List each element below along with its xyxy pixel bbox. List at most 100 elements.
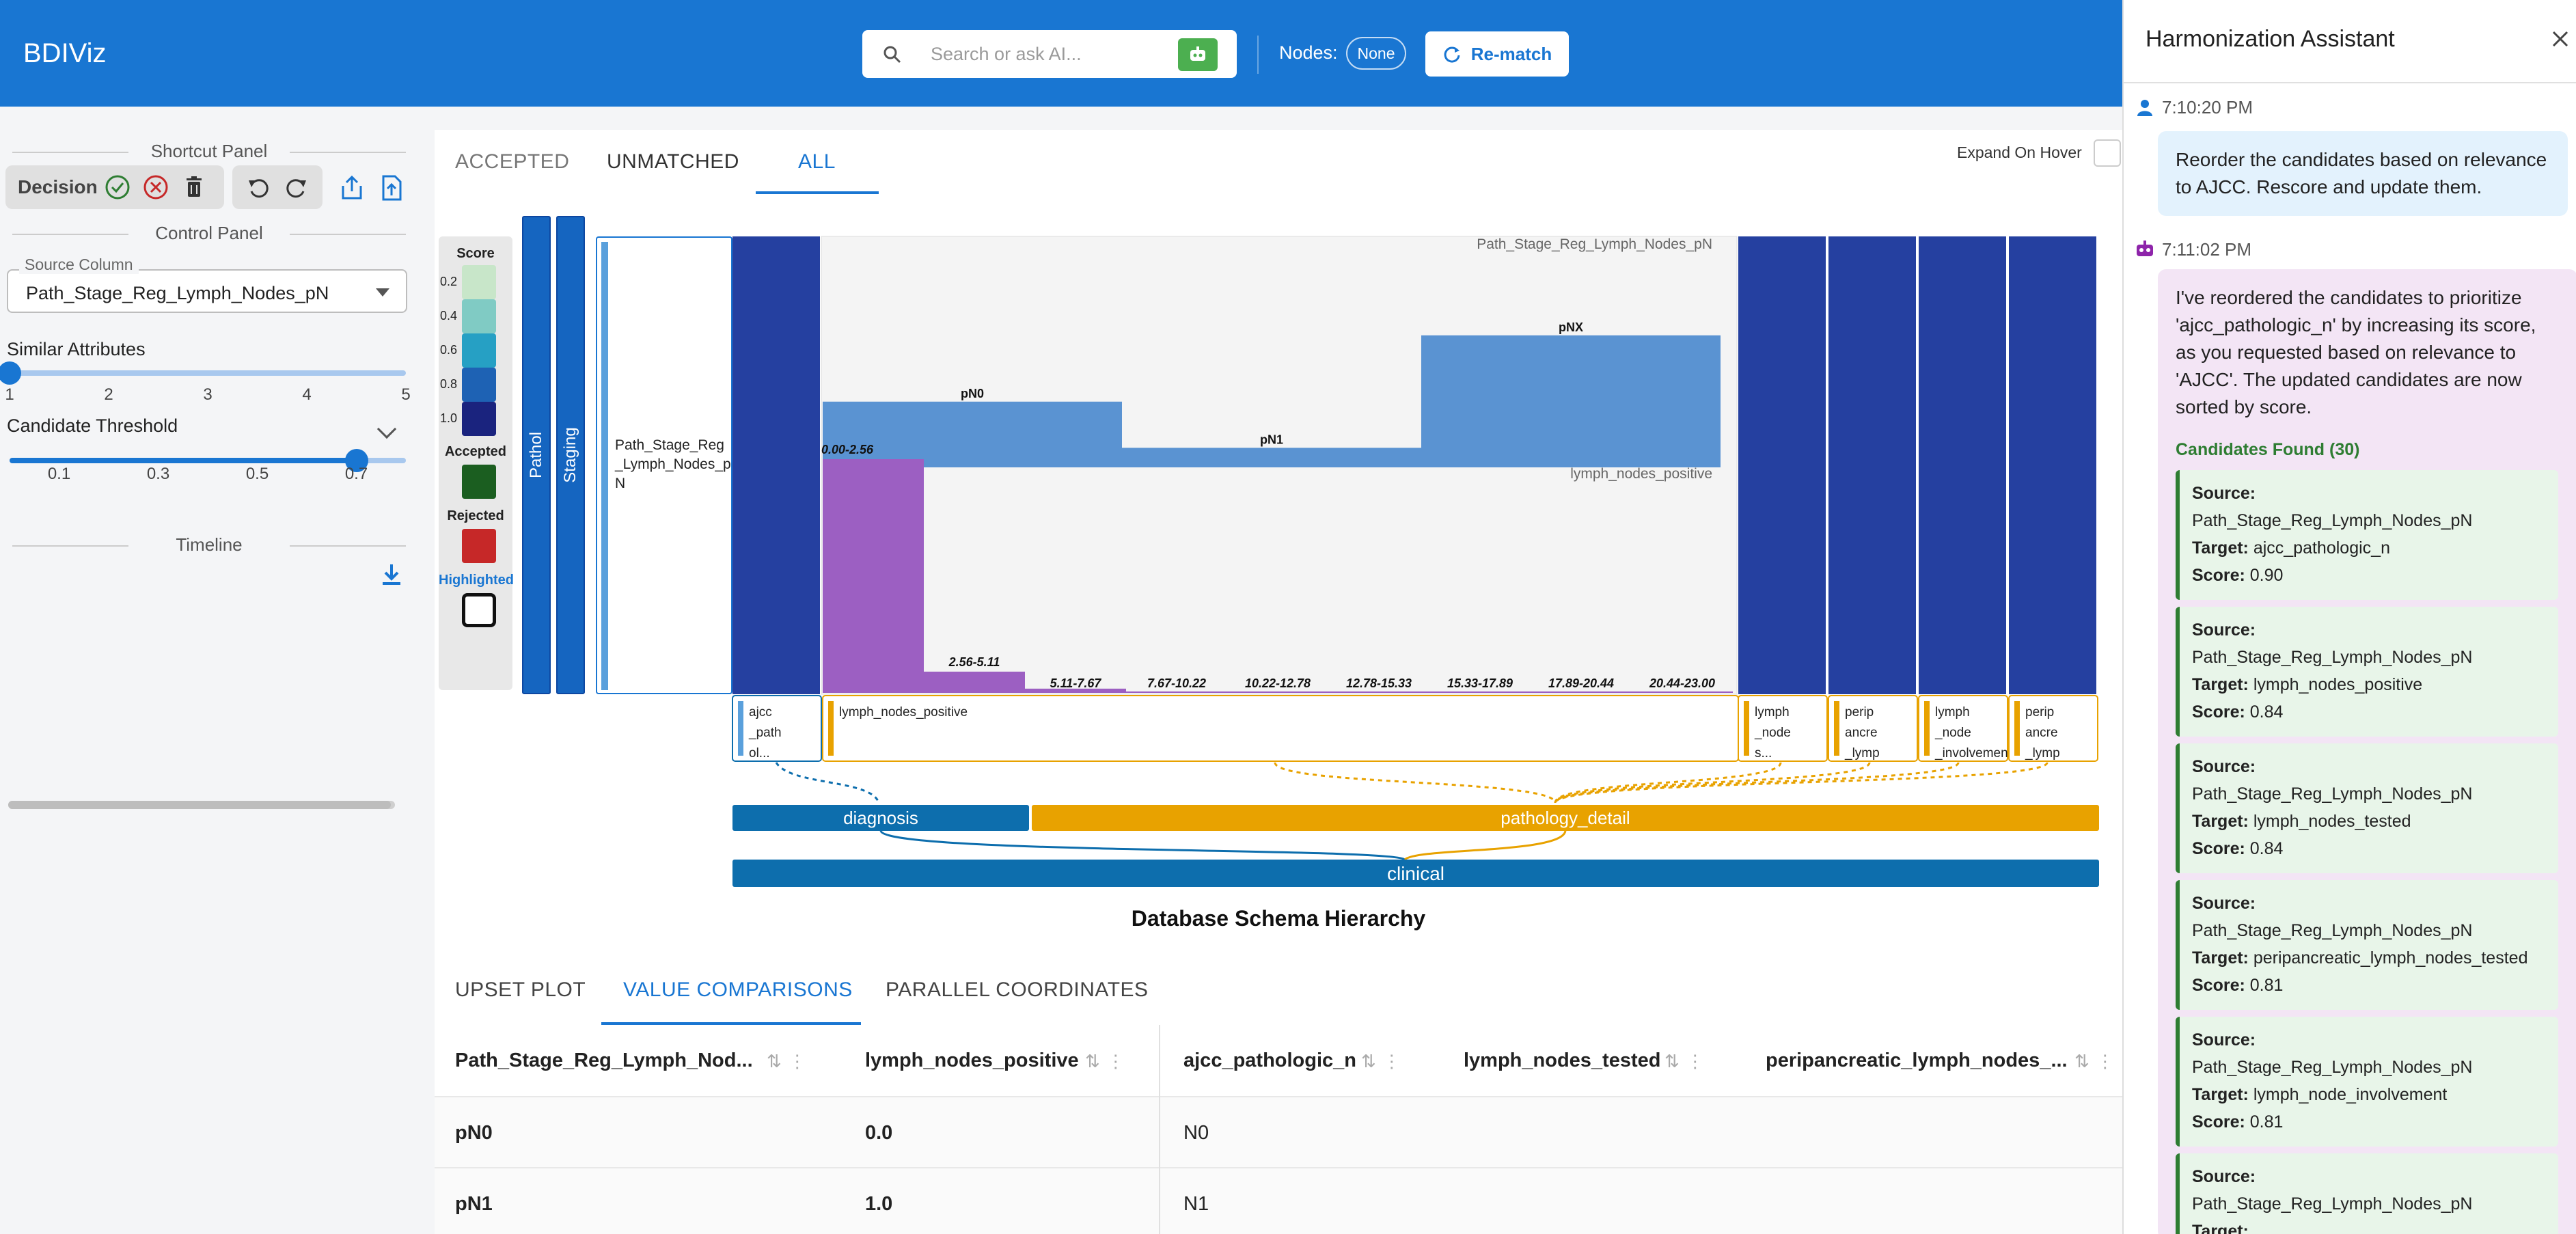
table-cell: pN0 (455, 1121, 493, 1144)
slider-thumb[interactable] (344, 449, 368, 472)
chevron-down-icon[interactable] (376, 419, 397, 439)
candidate-card[interactable]: Source: Path_Stage_Reg_Lymph_Nodes_pN Targ… (2176, 1153, 2558, 1234)
download-icon[interactable] (377, 560, 406, 589)
target-column-box (2008, 695, 2098, 762)
slider-track (10, 458, 357, 463)
target-column-label: ancre (2025, 726, 2058, 740)
slider-thumb[interactable] (0, 361, 21, 385)
delete-icon[interactable] (180, 174, 208, 201)
histogram-bin-label: 20.44-23.00 (1649, 676, 1715, 690)
history-toolbar (232, 165, 323, 209)
source-column-label: Source Column (19, 256, 139, 274)
source-column-select[interactable]: Path_Stage_Reg_Lymph_Nodes_pN (7, 269, 407, 313)
table-row[interactable]: pN1 1.0 N1 (435, 1167, 2122, 1234)
connector-line (775, 762, 880, 804)
candidate-line: Score: 0.84 (2192, 702, 2284, 722)
ai-message-time: 7:11:02 PM (2162, 239, 2252, 260)
column-header[interactable]: ajcc_pathologic_n (1183, 1049, 1357, 1071)
expand-on-hover-toggle[interactable] (2094, 139, 2121, 167)
score-swatch-label: 0.4 (440, 309, 458, 323)
source-value-bar (1122, 448, 1421, 467)
table-row[interactable]: pN0 0.0 N0 (435, 1096, 2122, 1167)
candidate-threshold-slider[interactable] (10, 449, 406, 472)
candidate-line: Score: 0.81 (2192, 1112, 2284, 1132)
ai-assistant-button[interactable] (1178, 38, 1218, 71)
sort-menu-icon[interactable]: ⇅⋮ (1085, 1051, 1132, 1071)
sort-menu-icon[interactable]: ⇅⋮ (1664, 1051, 1711, 1071)
source-attribute-box[interactable]: Path_Stage_Reg_Lymph_Nodes_pN (596, 236, 732, 694)
histogram-bar (1429, 691, 1531, 693)
target-column-label: ajcc (749, 705, 772, 719)
connector-line (1554, 762, 1871, 804)
search-input[interactable] (931, 38, 1136, 70)
tab-parallel-coordinates[interactable]: PARALLEL COORDINATES (886, 978, 1149, 1001)
rematch-label: Re-match (1470, 43, 1552, 64)
target-column-label: _lymp (2025, 746, 2060, 760)
redo-icon[interactable] (283, 174, 310, 201)
connector-line (1554, 762, 1960, 804)
close-icon[interactable] (2549, 27, 2572, 51)
tab-unmatched[interactable]: UNMATCHED (607, 150, 739, 173)
column-header[interactable]: peripancreatic_lymph_nodes_... (1766, 1049, 2068, 1071)
slider-tick-label: 0.1 (47, 465, 71, 483)
candidate-line: Score: 0.81 (2192, 976, 2284, 995)
decision-label: Decision (18, 176, 98, 197)
tab-value-comparisons[interactable]: VALUE COMPARISONS (623, 978, 853, 1001)
viz-caption: Database Schema Hierarchy (1131, 906, 1426, 931)
histogram-bar (1025, 688, 1126, 693)
histogram-bar (1227, 691, 1328, 693)
assistant-title: Harmonization Assistant (2146, 26, 2395, 52)
tab-all[interactable]: ALL (798, 150, 836, 173)
candidate-line: Source: (2192, 484, 2256, 503)
similar-attributes-slider[interactable] (0, 361, 406, 385)
histogram-bin-label: 12.78-15.33 (1346, 676, 1412, 690)
legend-accepted-title: Accepted (444, 444, 507, 459)
histogram-bar (1328, 691, 1429, 693)
table-cell: 1.0 (865, 1192, 893, 1215)
rematch-button[interactable]: Re-match (1425, 31, 1569, 77)
source-value-label: pNX (1559, 320, 1583, 334)
search-box[interactable] (862, 30, 1237, 78)
slider-tick-label: 0.5 (245, 465, 269, 483)
sort-menu-icon[interactable]: ⇅⋮ (1361, 1051, 1408, 1071)
candidate-card[interactable]: Source: Path_Stage_Reg_Lymph_Nodes_pN Targ… (2176, 607, 2558, 737)
slider-tick-label: 1 (5, 385, 14, 404)
sort-menu-icon[interactable]: ⇅⋮ (2074, 1051, 2121, 1071)
horizontal-scrollbar[interactable] (8, 801, 395, 809)
score-swatch (462, 265, 496, 299)
root-connector (1404, 830, 1567, 861)
tab-accepted[interactable]: ACCEPTED (455, 150, 570, 173)
column-header[interactable]: Path_Stage_Reg_Lymph_Nod... (455, 1049, 753, 1071)
accepted-swatch (462, 465, 496, 499)
score-swatch (462, 299, 496, 333)
candidate-card[interactable]: Source: Path_Stage_Reg_Lymph_Nodes_pN Targ… (2176, 1017, 2558, 1147)
hierarchy-bar-pathol[interactable]: Pathol (522, 216, 551, 694)
nodes-chip[interactable]: None (1346, 37, 1406, 70)
candidate-line: Score: 0.84 (2192, 839, 2284, 858)
tab-upset-plot[interactable]: UPSET PLOT (455, 978, 586, 1001)
candidate-line: Path_Stage_Reg_Lymph_Nodes_pN (2192, 784, 2473, 804)
source-value-label: pN0 (961, 387, 984, 400)
sort-menu-icon[interactable]: ⇅⋮ (767, 1051, 813, 1071)
scrollbar-thumb[interactable] (8, 801, 391, 809)
candidate-card[interactable]: Source: Path_Stage_Reg_Lymph_Nodes_pN Targ… (2176, 880, 2558, 1010)
target-column-label: lymph_nodes_positive (839, 705, 968, 719)
candidate-card[interactable]: Source: Path_Stage_Reg_Lymph_Nodes_pN Targ… (2176, 743, 2558, 873)
hierarchy-bar-staging[interactable]: Staging (556, 216, 585, 694)
column-header[interactable]: lymph_nodes_positive (865, 1049, 1079, 1071)
matched-column-bar (1919, 236, 2006, 694)
target-attribute-caption: lymph_nodes_positive (1570, 466, 1712, 482)
reject-icon[interactable] (142, 174, 169, 201)
accept-icon[interactable] (104, 174, 131, 201)
harmonization-assistant-panel: Harmonization Assistant 7:10:20 PM Reord… (2122, 0, 2576, 1234)
upload-file-icon[interactable] (377, 174, 406, 202)
candidate-line: Source: (2192, 1030, 2256, 1050)
column-header[interactable]: lymph_nodes_tested (1464, 1049, 1661, 1071)
target-column-label: _involvement (1934, 746, 2012, 760)
root-connector (879, 830, 1406, 861)
histogram-bar (1632, 691, 1733, 693)
export-icon[interactable] (338, 174, 366, 202)
candidate-card[interactable]: Source: Path_Stage_Reg_Lymph_Nodes_pN Targ… (2176, 470, 2558, 600)
undo-icon[interactable] (245, 174, 272, 201)
table-cell: N1 (1183, 1192, 1209, 1215)
